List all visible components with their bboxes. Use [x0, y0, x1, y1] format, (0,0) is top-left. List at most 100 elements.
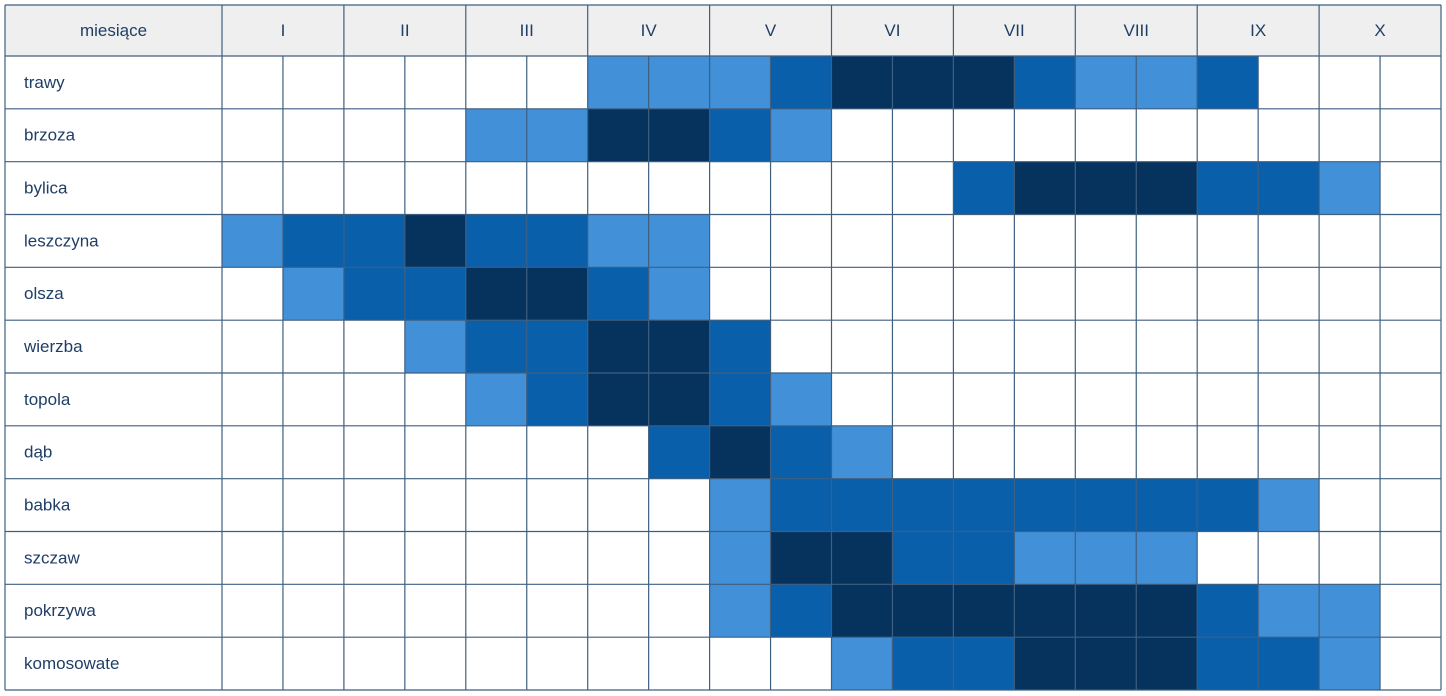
- pollen-cell: [648, 425, 711, 480]
- pollen-cell: [282, 478, 345, 532]
- pollen-cell: [892, 320, 954, 374]
- pollen-cell: [709, 108, 772, 163]
- pollen-cell: [1319, 584, 1381, 638]
- pollen-cell: [770, 531, 832, 585]
- pollen-cell: [404, 56, 467, 110]
- pollen-cell: [1258, 637, 1320, 691]
- pollen-cell: [282, 637, 345, 691]
- month-header: VIII: [1123, 21, 1149, 40]
- pollen-cell: [1380, 56, 1442, 110]
- pollen-cell: [1380, 161, 1442, 215]
- pollen-cell: [953, 373, 1015, 427]
- row-label: wierzba: [23, 337, 83, 356]
- pollen-cell: [526, 320, 589, 374]
- pollen-cell: [1075, 108, 1137, 163]
- pollen-cell: [222, 56, 284, 110]
- pollen-cell: [648, 320, 711, 374]
- pollen-cell: [343, 320, 406, 374]
- pollen-cell: [526, 531, 589, 585]
- pollen-cell: [222, 267, 284, 321]
- row-label: dąb: [24, 443, 52, 462]
- pollen-cell: [404, 584, 467, 638]
- pollen-cell: [1014, 320, 1076, 374]
- pollen-cell: [526, 425, 589, 480]
- pollen-cell: [526, 56, 589, 110]
- pollen-cell: [465, 584, 528, 638]
- pollen-cell: [526, 108, 589, 163]
- pollen-cell: [953, 214, 1015, 268]
- pollen-cell: [343, 637, 406, 691]
- pollen-cell: [770, 214, 832, 268]
- pollen-cell: [709, 584, 772, 638]
- pollen-cell: [770, 56, 832, 110]
- pollen-cell: [1014, 531, 1076, 585]
- pollen-cell: [222, 425, 284, 480]
- pollen-cell: [831, 267, 893, 321]
- month-header: III: [520, 21, 534, 40]
- row-label: szczaw: [24, 548, 80, 567]
- pollen-cell: [648, 637, 711, 691]
- pollen-cell: [1197, 320, 1259, 374]
- pollen-cell: [404, 425, 467, 480]
- pollen-cell: [343, 267, 406, 321]
- pollen-cell: [770, 584, 832, 638]
- pollen-cell: [465, 478, 528, 532]
- pollen-cell: [892, 56, 954, 110]
- pollen-cell: [587, 425, 650, 480]
- pollen-cell: [1075, 531, 1137, 585]
- pollen-cell: [587, 320, 650, 374]
- row-label: trawy: [24, 73, 65, 92]
- pollen-cell: [587, 108, 650, 163]
- pollen-cell: [465, 320, 528, 374]
- pollen-cell: [465, 108, 528, 163]
- pollen-cell: [1380, 584, 1442, 638]
- pollen-cell: [1197, 56, 1259, 110]
- pollen-cell: [465, 425, 528, 480]
- pollen-cell: [1258, 584, 1320, 638]
- pollen-cell: [953, 320, 1015, 374]
- pollen-cell: [222, 478, 284, 532]
- pollen-cell: [831, 425, 893, 480]
- pollen-cell: [1258, 320, 1320, 374]
- pollen-cell: [465, 56, 528, 110]
- pollen-cell: [465, 267, 528, 321]
- pollen-cell: [1258, 161, 1320, 215]
- pollen-cell: [1319, 161, 1381, 215]
- pollen-cell: [1014, 161, 1076, 215]
- row-label: olsza: [24, 284, 64, 303]
- pollen-cell: [1319, 56, 1381, 110]
- pollen-cell: [1319, 478, 1381, 532]
- pollen-cell: [648, 478, 711, 532]
- pollen-cell: [770, 425, 832, 480]
- pollen-cell: [1014, 425, 1076, 480]
- pollen-cell: [648, 56, 711, 110]
- pollen-cell: [1319, 531, 1381, 585]
- pollen-cell: [1197, 637, 1259, 691]
- pollen-cell: [953, 531, 1015, 585]
- pollen-cell: [282, 161, 345, 215]
- pollen-cell: [892, 161, 954, 215]
- pollen-cell: [1075, 267, 1137, 321]
- pollen-cell: [465, 637, 528, 691]
- pollen-cell: [1075, 161, 1137, 215]
- pollen-cell: [587, 267, 650, 321]
- pollen-cell: [1319, 373, 1381, 427]
- pollen-cell: [526, 214, 589, 268]
- pollen-cell: [1014, 478, 1076, 532]
- pollen-cell: [1258, 425, 1320, 480]
- pollen-cell: [953, 425, 1015, 480]
- pollen-cell: [465, 214, 528, 268]
- pollen-cell: [1075, 373, 1137, 427]
- month-header: IV: [641, 21, 658, 40]
- pollen-cell: [1136, 214, 1198, 268]
- row-label: komosowate: [24, 654, 119, 673]
- pollen-cell: [1197, 478, 1259, 532]
- pollen-cell: [343, 425, 406, 480]
- pollen-cell: [343, 478, 406, 532]
- pollen-cell: [953, 584, 1015, 638]
- pollen-cell: [953, 161, 1015, 215]
- pollen-cell: [709, 56, 772, 110]
- month-header: X: [1374, 21, 1385, 40]
- pollen-cell: [953, 637, 1015, 691]
